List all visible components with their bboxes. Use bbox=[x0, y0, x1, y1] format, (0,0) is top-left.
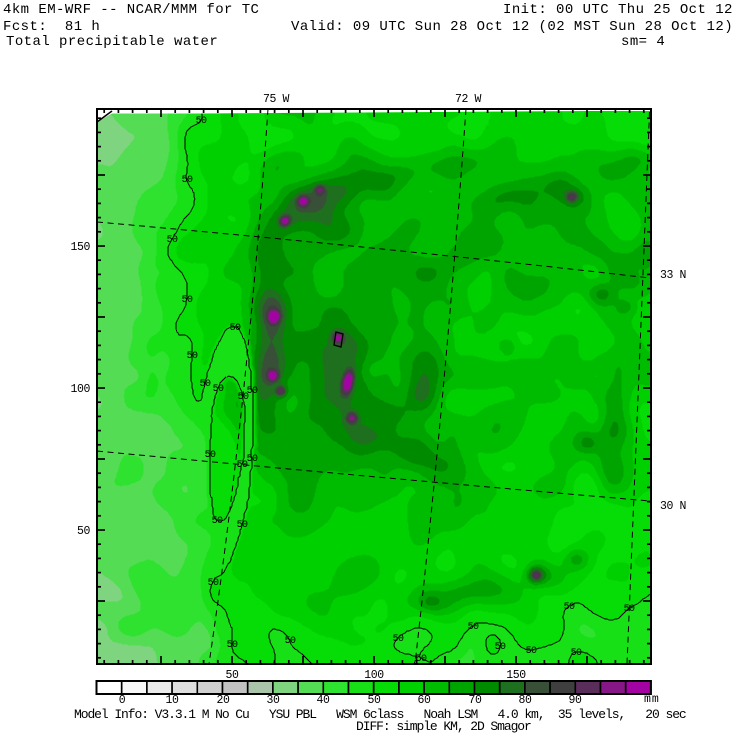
svg-text:50: 50 bbox=[247, 386, 258, 397]
svg-text:50: 50 bbox=[182, 295, 193, 306]
svg-text:50: 50 bbox=[393, 634, 404, 645]
svg-text:50: 50 bbox=[200, 379, 211, 390]
svg-text:50: 50 bbox=[526, 646, 537, 657]
svg-text:50: 50 bbox=[167, 235, 178, 246]
svg-text:50: 50 bbox=[230, 323, 241, 334]
svg-text:50: 50 bbox=[237, 460, 248, 471]
svg-text:50: 50 bbox=[238, 392, 249, 403]
svg-text:50: 50 bbox=[182, 175, 193, 186]
svg-text:50: 50 bbox=[416, 654, 427, 665]
svg-text:50: 50 bbox=[213, 384, 224, 395]
svg-text:50: 50 bbox=[564, 602, 575, 613]
svg-text:50: 50 bbox=[208, 578, 219, 589]
svg-text:50: 50 bbox=[196, 116, 207, 127]
svg-text:50: 50 bbox=[187, 351, 198, 362]
svg-text:50: 50 bbox=[624, 604, 635, 615]
svg-text:50: 50 bbox=[495, 642, 506, 653]
svg-text:50: 50 bbox=[285, 636, 296, 647]
svg-text:50: 50 bbox=[205, 450, 216, 461]
svg-text:50: 50 bbox=[468, 622, 479, 633]
svg-text:50: 50 bbox=[237, 520, 248, 531]
svg-text:50: 50 bbox=[227, 640, 238, 651]
svg-text:50: 50 bbox=[571, 648, 582, 659]
svg-text:50: 50 bbox=[212, 516, 223, 527]
svg-text:50: 50 bbox=[247, 454, 258, 465]
